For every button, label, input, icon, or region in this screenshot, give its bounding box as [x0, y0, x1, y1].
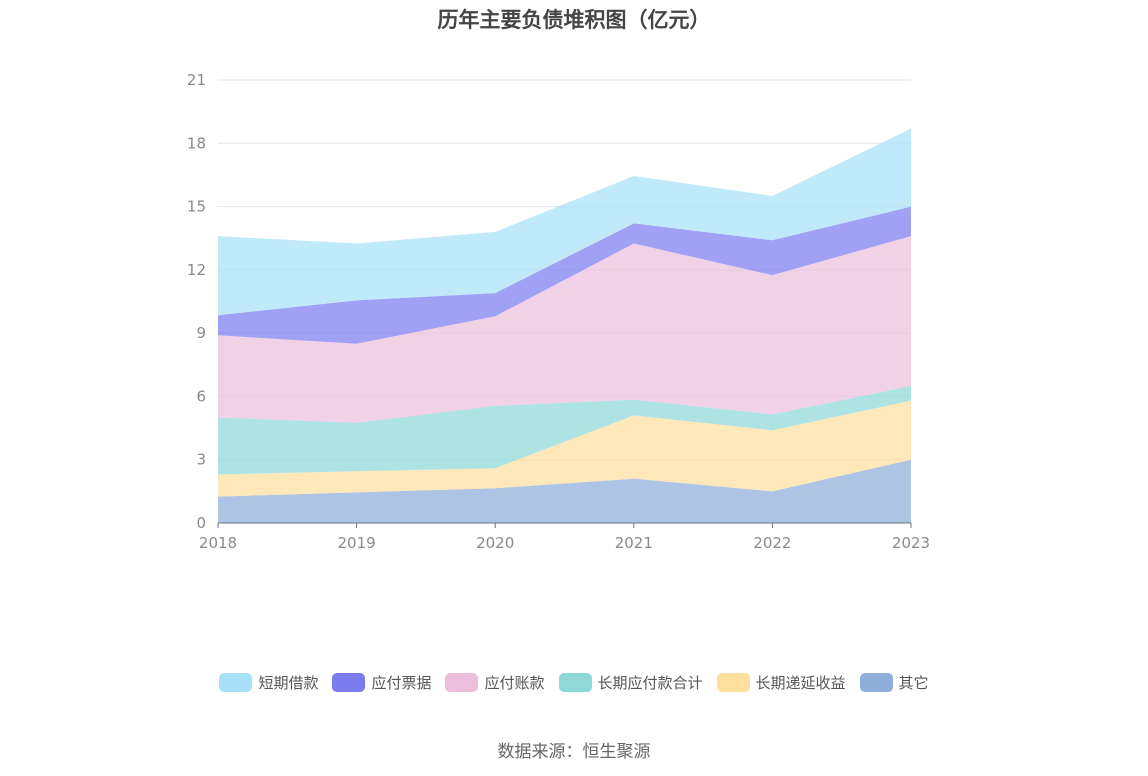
legend-swatch	[716, 673, 750, 692]
y-tick-label: 9	[196, 324, 206, 342]
area-series	[218, 128, 911, 523]
y-tick-label: 18	[187, 134, 206, 152]
area-series-2[interactable]	[218, 385, 911, 475]
legend-item[interactable]: 长期应付款合计	[558, 672, 703, 693]
y-tick-label: 6	[196, 387, 206, 405]
area-series-4[interactable]	[218, 206, 911, 344]
x-tick-label: 2021	[615, 534, 653, 552]
legend-label: 短期借款	[258, 674, 319, 692]
x-tick-label: 2022	[753, 534, 791, 552]
x-tick-label: 2020	[476, 534, 514, 552]
legend-label: 应付票据	[371, 674, 432, 692]
area-series-3[interactable]	[218, 236, 911, 423]
legend-swatch	[859, 673, 893, 692]
legend-label: 长期应付款合计	[597, 674, 703, 692]
y-tick-label: 15	[187, 198, 206, 216]
legend-label: 长期递延收益	[755, 674, 846, 692]
legend-item[interactable]: 应付票据	[332, 672, 431, 693]
y-tick-label: 3	[196, 451, 206, 469]
data-source-note: 数据来源：恒生聚源	[497, 742, 651, 762]
y-tick-label: 0	[196, 514, 206, 532]
legend-item[interactable]: 长期递延收益	[716, 672, 846, 693]
legend-item[interactable]: 其它	[859, 672, 929, 693]
legend-item[interactable]: 应付账款	[445, 672, 545, 693]
x-tick-label: 2018	[199, 534, 237, 552]
x-tick-label: 2023	[892, 534, 930, 552]
y-tick-label: 12	[187, 261, 206, 279]
area-series-1[interactable]	[218, 400, 911, 497]
y-tick-label: 21	[187, 71, 206, 89]
legend-swatch	[445, 673, 479, 692]
legend-swatch	[219, 673, 253, 692]
legend-label: 应付账款	[484, 674, 545, 692]
legend-swatch	[332, 673, 366, 692]
legend: 短期借款 应付票据 应付账款 长期应付款合计 长期递延收益 其它	[0, 672, 1148, 693]
x-tick-label: 2019	[338, 534, 376, 552]
legend-item[interactable]: 短期借款	[219, 672, 318, 693]
area-series-0[interactable]	[218, 459, 911, 523]
axes: 0 3 6 9 12 15 18 21 2018 2019 2020 2021 2022 2023	[187, 71, 930, 552]
chart-title: 历年主要负债堆积图（亿元）	[437, 8, 711, 32]
area-series-5[interactable]	[218, 128, 911, 316]
legend-label: 其它	[898, 674, 929, 692]
legend-swatch	[558, 673, 592, 692]
